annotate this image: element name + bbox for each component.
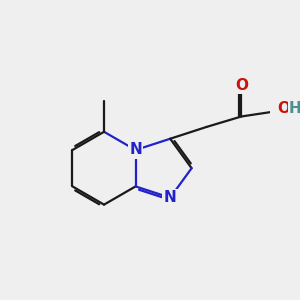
Text: O: O <box>235 78 248 93</box>
Text: N: N <box>164 190 177 205</box>
Text: N: N <box>129 142 142 158</box>
Text: O: O <box>277 101 290 116</box>
Text: H: H <box>288 101 300 116</box>
